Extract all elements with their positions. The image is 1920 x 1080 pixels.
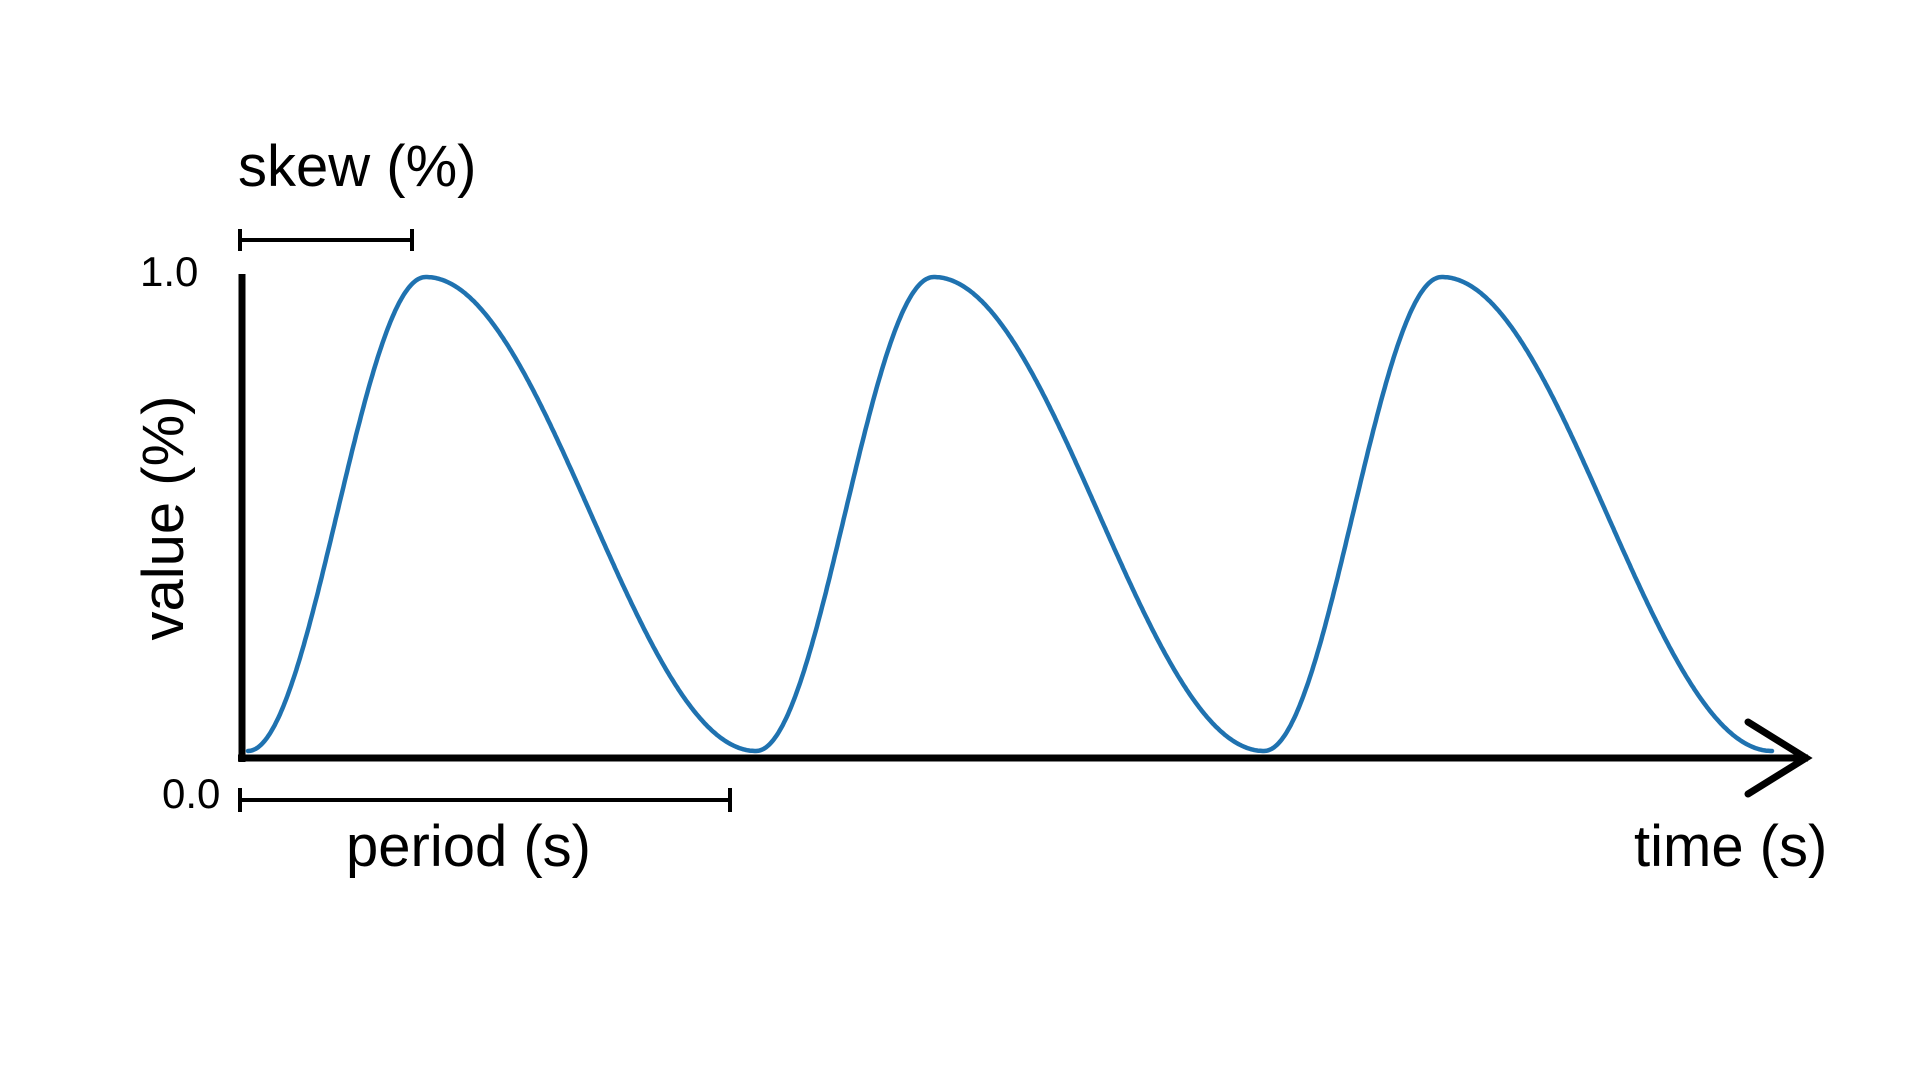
period-bracket <box>238 788 732 812</box>
x-axis-label: time (s) <box>1634 814 1827 879</box>
y-max-label: 1.0 <box>140 248 198 295</box>
skew-bracket <box>238 229 414 251</box>
x-axis-arrowhead <box>1744 718 1813 798</box>
waveform-curve <box>245 274 1775 754</box>
period-label: period (s) <box>346 814 591 879</box>
y-min-label: 0.0 <box>162 770 220 817</box>
y-axis-label: value (%) <box>131 396 196 641</box>
skew-label: skew (%) <box>238 134 476 199</box>
